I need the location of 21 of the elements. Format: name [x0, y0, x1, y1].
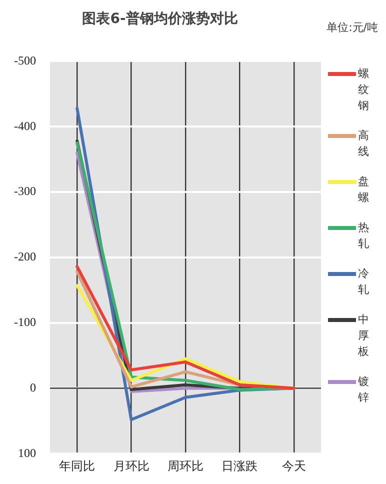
text: 单位:元/吨: [326, 20, 378, 35]
x-tick-label: 年同比: [59, 458, 96, 473]
x-tick-label: 周环比: [168, 458, 204, 473]
x-tick-label: 月环比: [113, 458, 150, 473]
legend-label: 热轧: [358, 220, 370, 252]
legend-label: 螺纹钢: [358, 66, 370, 114]
y-tick-label: -300: [14, 184, 36, 198]
y-tick-label: -500: [14, 53, 36, 68]
y-tick-label: 0: [30, 380, 36, 394]
legend-label: 盘螺: [358, 174, 370, 206]
legend-label: 高线: [358, 128, 370, 160]
y-tick-label: 100: [18, 446, 36, 460]
y-tick-label: -100: [14, 314, 36, 329]
y-tick-label: -400: [14, 118, 36, 133]
x-tick-label: 日涨跌: [222, 458, 258, 473]
x-tick-label: 今天: [282, 458, 306, 473]
y-tick-label: -200: [14, 250, 36, 264]
legend-label: 镀锌: [358, 374, 370, 406]
legend-label: 中厚板: [358, 312, 370, 360]
legend-label: 冷轧: [358, 266, 370, 298]
chart-title: 图表6-普钢均价涨势对比: [81, 10, 239, 28]
